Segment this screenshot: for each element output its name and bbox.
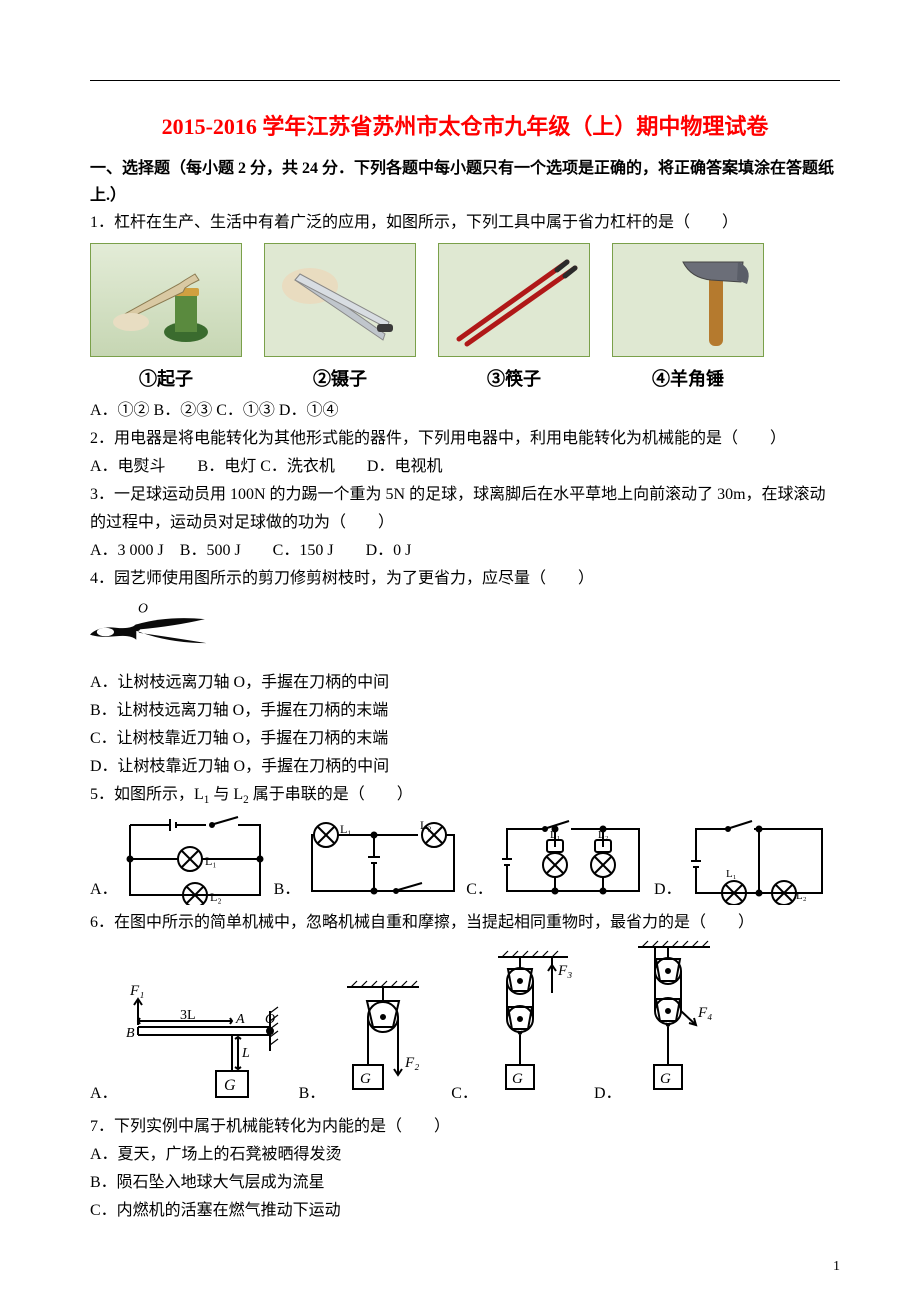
q1-fig-3-image [438, 243, 590, 357]
q6-optD: D． G [594, 939, 734, 1109]
q4-optB: B．让树枝远离刀轴 O，手握在刀柄的末端 [90, 697, 840, 725]
q5-stem-prefix: 5．如图所示，L [90, 786, 204, 803]
svg-text:L₁: L₁ [205, 854, 217, 868]
svg-text:G: G [360, 1071, 371, 1087]
svg-text:L₂: L₂ [210, 890, 222, 904]
q5-optC-letter: C． [466, 875, 493, 905]
svg-text:A: A [235, 1012, 245, 1027]
q6-mechA-figure: F₁ B 3L A O L G [120, 979, 295, 1109]
q2-options: A．电熨斗 B．电灯 C．洗衣机 D．电视机 [90, 453, 840, 481]
svg-text:L: L [241, 1046, 250, 1061]
q5-optC: C． L₁ L₂ [466, 813, 650, 905]
svg-text:L₁: L₁ [340, 822, 352, 836]
q4-shears-figure: O [90, 597, 210, 667]
q5-optA-letter: A． [90, 875, 118, 905]
q1-fig-1: ①起子 [90, 243, 242, 391]
q1-fig-4: ④羊角锤 [612, 243, 764, 391]
q5-optB: B． L₁ L₂ [274, 813, 463, 905]
q6-stem: 6．在图中所示的简单机械中，忽略机械自重和摩擦，当提起相同重物时，最省力的是（ … [90, 909, 840, 937]
q1-fig-4-label: ④羊角锤 [652, 365, 724, 391]
q6-mechD-figure: G F₄ [624, 939, 734, 1109]
q1-stem: 1．杠杆在生产、生活中有着广泛的应用，如图所示，下列工具中属于省力杠杆的是（ ） [90, 209, 840, 237]
q6-optA: A． F₁ B 3L A O L [90, 979, 295, 1109]
exam-title: 2015-2016 学年江苏省苏州市太仓市九年级（上）期中物理试卷 [90, 109, 840, 141]
svg-text:G: G [512, 1071, 523, 1087]
q5-stem: 5．如图所示，L1 与 L2 属于串联的是（ ） [90, 781, 840, 811]
q5-stem-suffix: 属于串联的是（ ） [249, 786, 413, 803]
q1-fig-1-label: ①起子 [139, 365, 193, 391]
svg-text:L₂: L₂ [796, 890, 807, 902]
q6-optC: C． G F₃ [451, 949, 590, 1109]
section-1-heading: 一、选择题（每小题 2 分，共 24 分．下列各题中每小题只有一个选项是正确的，… [90, 155, 840, 209]
q6-mechC-figure: G F₃ [480, 949, 590, 1109]
q5-circuitB-figure: L₁ L₂ [302, 813, 462, 905]
svg-text:G: G [660, 1071, 671, 1087]
svg-text:G: G [224, 1077, 236, 1094]
page: 2015-2016 学年江苏省苏州市太仓市九年级（上）期中物理试卷 一、选择题（… [0, 0, 920, 1315]
q2-stem: 2．用电器是将电能转化为其他形式能的器件，下列用电器中，利用电能转化为机械能的是… [90, 425, 840, 453]
q5-options-row: A． L₁ L₂ [90, 813, 840, 905]
q1-figure-row: ①起子 ②镊子 [90, 243, 840, 391]
q7-optB: B．陨石坠入地球大气层成为流星 [90, 1169, 840, 1197]
q4-optC: C．让树枝靠近刀轴 O，手握在刀柄的末端 [90, 725, 840, 753]
q1-fig-1-image [90, 243, 242, 357]
q7-stem: 7．下列实例中属于机械能转化为内能的是（ ） [90, 1113, 840, 1141]
q5-optB-letter: B． [274, 875, 301, 905]
q6-optB: B． G F₂ [299, 979, 448, 1109]
q6-optA-letter: A． [90, 1079, 118, 1109]
top-rule [90, 80, 840, 81]
svg-text:F₁: F₁ [129, 983, 144, 999]
q1-fig-2-label: ②镊子 [313, 365, 367, 391]
q4-optD: D．让树枝靠近刀轴 O，手握在刀柄的中间 [90, 753, 840, 781]
q1-fig-2: ②镊子 [264, 243, 416, 391]
q6-optB-letter: B． [299, 1079, 326, 1109]
q7-optA: A．夏天，广场上的石凳被晒得发烫 [90, 1141, 840, 1169]
q1-fig-4-image [612, 243, 764, 357]
q5-stem-mid: 与 L [209, 786, 243, 803]
q1-fig-3-label: ③筷子 [487, 365, 541, 391]
q4-optA: A．让树枝远离刀轴 O，手握在刀柄的中间 [90, 669, 840, 697]
q5-circuitD-figure: L₁ L₂ [684, 813, 834, 905]
q1-options: A．①② B．②③ C．①③ D．①④ [90, 397, 840, 425]
page-number: 1 [90, 1259, 840, 1275]
svg-text:L₁: L₁ [726, 868, 737, 880]
q5-circuitA-figure: L₁ L₂ [120, 813, 270, 905]
svg-text:B: B [126, 1026, 135, 1041]
svg-text:O: O [138, 601, 148, 616]
q1-fig-2-image [264, 243, 416, 357]
svg-text:F₂: F₂ [404, 1055, 419, 1071]
q5-optD-letter: D． [654, 875, 682, 905]
q6-optC-letter: C． [451, 1079, 478, 1109]
svg-text:F₄: F₄ [697, 1005, 712, 1021]
q4-stem: 4．园艺师使用图所示的剪刀修剪树枝时，为了更省力，应尽量（ ） [90, 565, 840, 593]
q3-options: A．3 000 J B．500 J C．150 J D．0 J [90, 537, 840, 565]
svg-text:F₃: F₃ [557, 963, 572, 979]
q1-fig-3: ③筷子 [438, 243, 590, 391]
q6-optD-letter: D． [594, 1079, 622, 1109]
q6-options-row: A． F₁ B 3L A O L [90, 939, 840, 1109]
q7-optC: C．内燃机的活塞在燃气推动下运动 [90, 1197, 840, 1225]
q5-optA: A． L₁ L₂ [90, 813, 270, 905]
q5-optD: D． L₁ L₂ [654, 813, 834, 905]
q3-stem: 3．一足球运动员用 100N 的力踢一个重为 5N 的足球，球离脚后在水平草地上… [90, 481, 840, 537]
q6-mechB-figure: G F₂ [327, 979, 447, 1109]
q5-circuitC-figure: L₁ L₂ [495, 813, 650, 905]
